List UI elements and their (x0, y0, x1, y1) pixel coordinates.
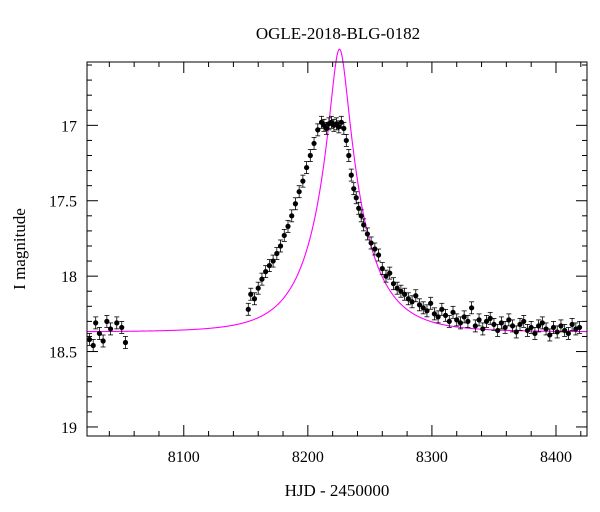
data-point (536, 323, 542, 329)
y-tick-label: 18 (61, 269, 77, 286)
data-point (375, 252, 382, 258)
x-tick-label: 8300 (416, 449, 448, 466)
data-point (413, 293, 419, 299)
data-point (439, 306, 445, 312)
data-point (289, 213, 295, 219)
data-point (93, 320, 99, 326)
data-point (543, 326, 549, 332)
data-point (307, 152, 313, 159)
data-point (387, 270, 393, 276)
data-point (122, 339, 129, 346)
data-point (487, 315, 493, 321)
data-point (565, 330, 571, 337)
data-point (251, 296, 258, 302)
data-point (368, 240, 374, 246)
model-curve (86, 48, 587, 333)
data-point (372, 246, 378, 252)
data-point (364, 231, 370, 237)
data-point (517, 321, 523, 328)
data-point (454, 317, 460, 323)
data-point (506, 317, 512, 323)
data-point (245, 306, 251, 312)
data-point (509, 323, 516, 329)
data-point (100, 338, 106, 344)
data-point (292, 201, 299, 207)
plot-frame (86, 61, 588, 437)
data-point (346, 152, 352, 159)
data-point (554, 329, 560, 335)
data-point (472, 323, 478, 329)
data-point (521, 318, 527, 324)
data-point (524, 327, 531, 334)
data-point (341, 125, 347, 131)
data-point (383, 273, 389, 279)
data-point (491, 321, 497, 328)
data-point (353, 195, 359, 201)
data-point (107, 326, 114, 332)
data-point (409, 299, 415, 305)
data-point (576, 324, 583, 331)
data-point (361, 222, 367, 228)
data-point (483, 318, 490, 324)
data-point (255, 285, 261, 291)
data-point (285, 223, 291, 229)
data-point (446, 318, 452, 324)
data-point (539, 320, 545, 326)
data-point (528, 324, 534, 331)
data-point (476, 317, 482, 323)
x-tick-label: 8100 (168, 449, 200, 466)
data-point (263, 269, 269, 275)
data-point (428, 300, 434, 306)
y-axis-label: I magnitude (10, 208, 29, 290)
data-point (394, 285, 400, 291)
data-point (119, 324, 125, 331)
axis-ticks: 8100 8200 8300 8400 17 17.5 18 18.5 19 (49, 62, 587, 466)
data-point (420, 305, 426, 311)
y-tick-label: 17 (61, 118, 77, 135)
data-point (281, 232, 287, 239)
data-point (465, 318, 471, 324)
chart-title: OGLE-2018-BLG-0182 (256, 24, 420, 43)
data-point (457, 320, 464, 326)
x-tick-label: 8200 (292, 449, 324, 466)
data-point (304, 164, 310, 171)
plot-area (86, 48, 587, 352)
data-point (351, 186, 357, 192)
data-point (358, 213, 364, 219)
data-point (348, 172, 354, 178)
data-point (114, 320, 120, 326)
data-point (86, 336, 93, 343)
x-axis-label: HJD - 2450000 (285, 481, 390, 500)
data-point (277, 243, 284, 249)
data-point (296, 189, 302, 195)
data-point (469, 305, 475, 311)
data-point (416, 302, 423, 308)
data-point (343, 137, 349, 144)
data-point (431, 311, 437, 317)
y-tick-label: 17.5 (49, 194, 77, 211)
data-point (405, 296, 411, 302)
x-tick-label: 8400 (540, 449, 572, 466)
data-point (442, 312, 449, 318)
y-tick-label: 19 (61, 420, 77, 437)
data-point (398, 288, 404, 294)
y-tick-label: 18.5 (49, 345, 77, 362)
data-point (90, 342, 96, 349)
data-point (311, 140, 317, 147)
data-point (562, 327, 568, 334)
data-point (300, 178, 306, 184)
